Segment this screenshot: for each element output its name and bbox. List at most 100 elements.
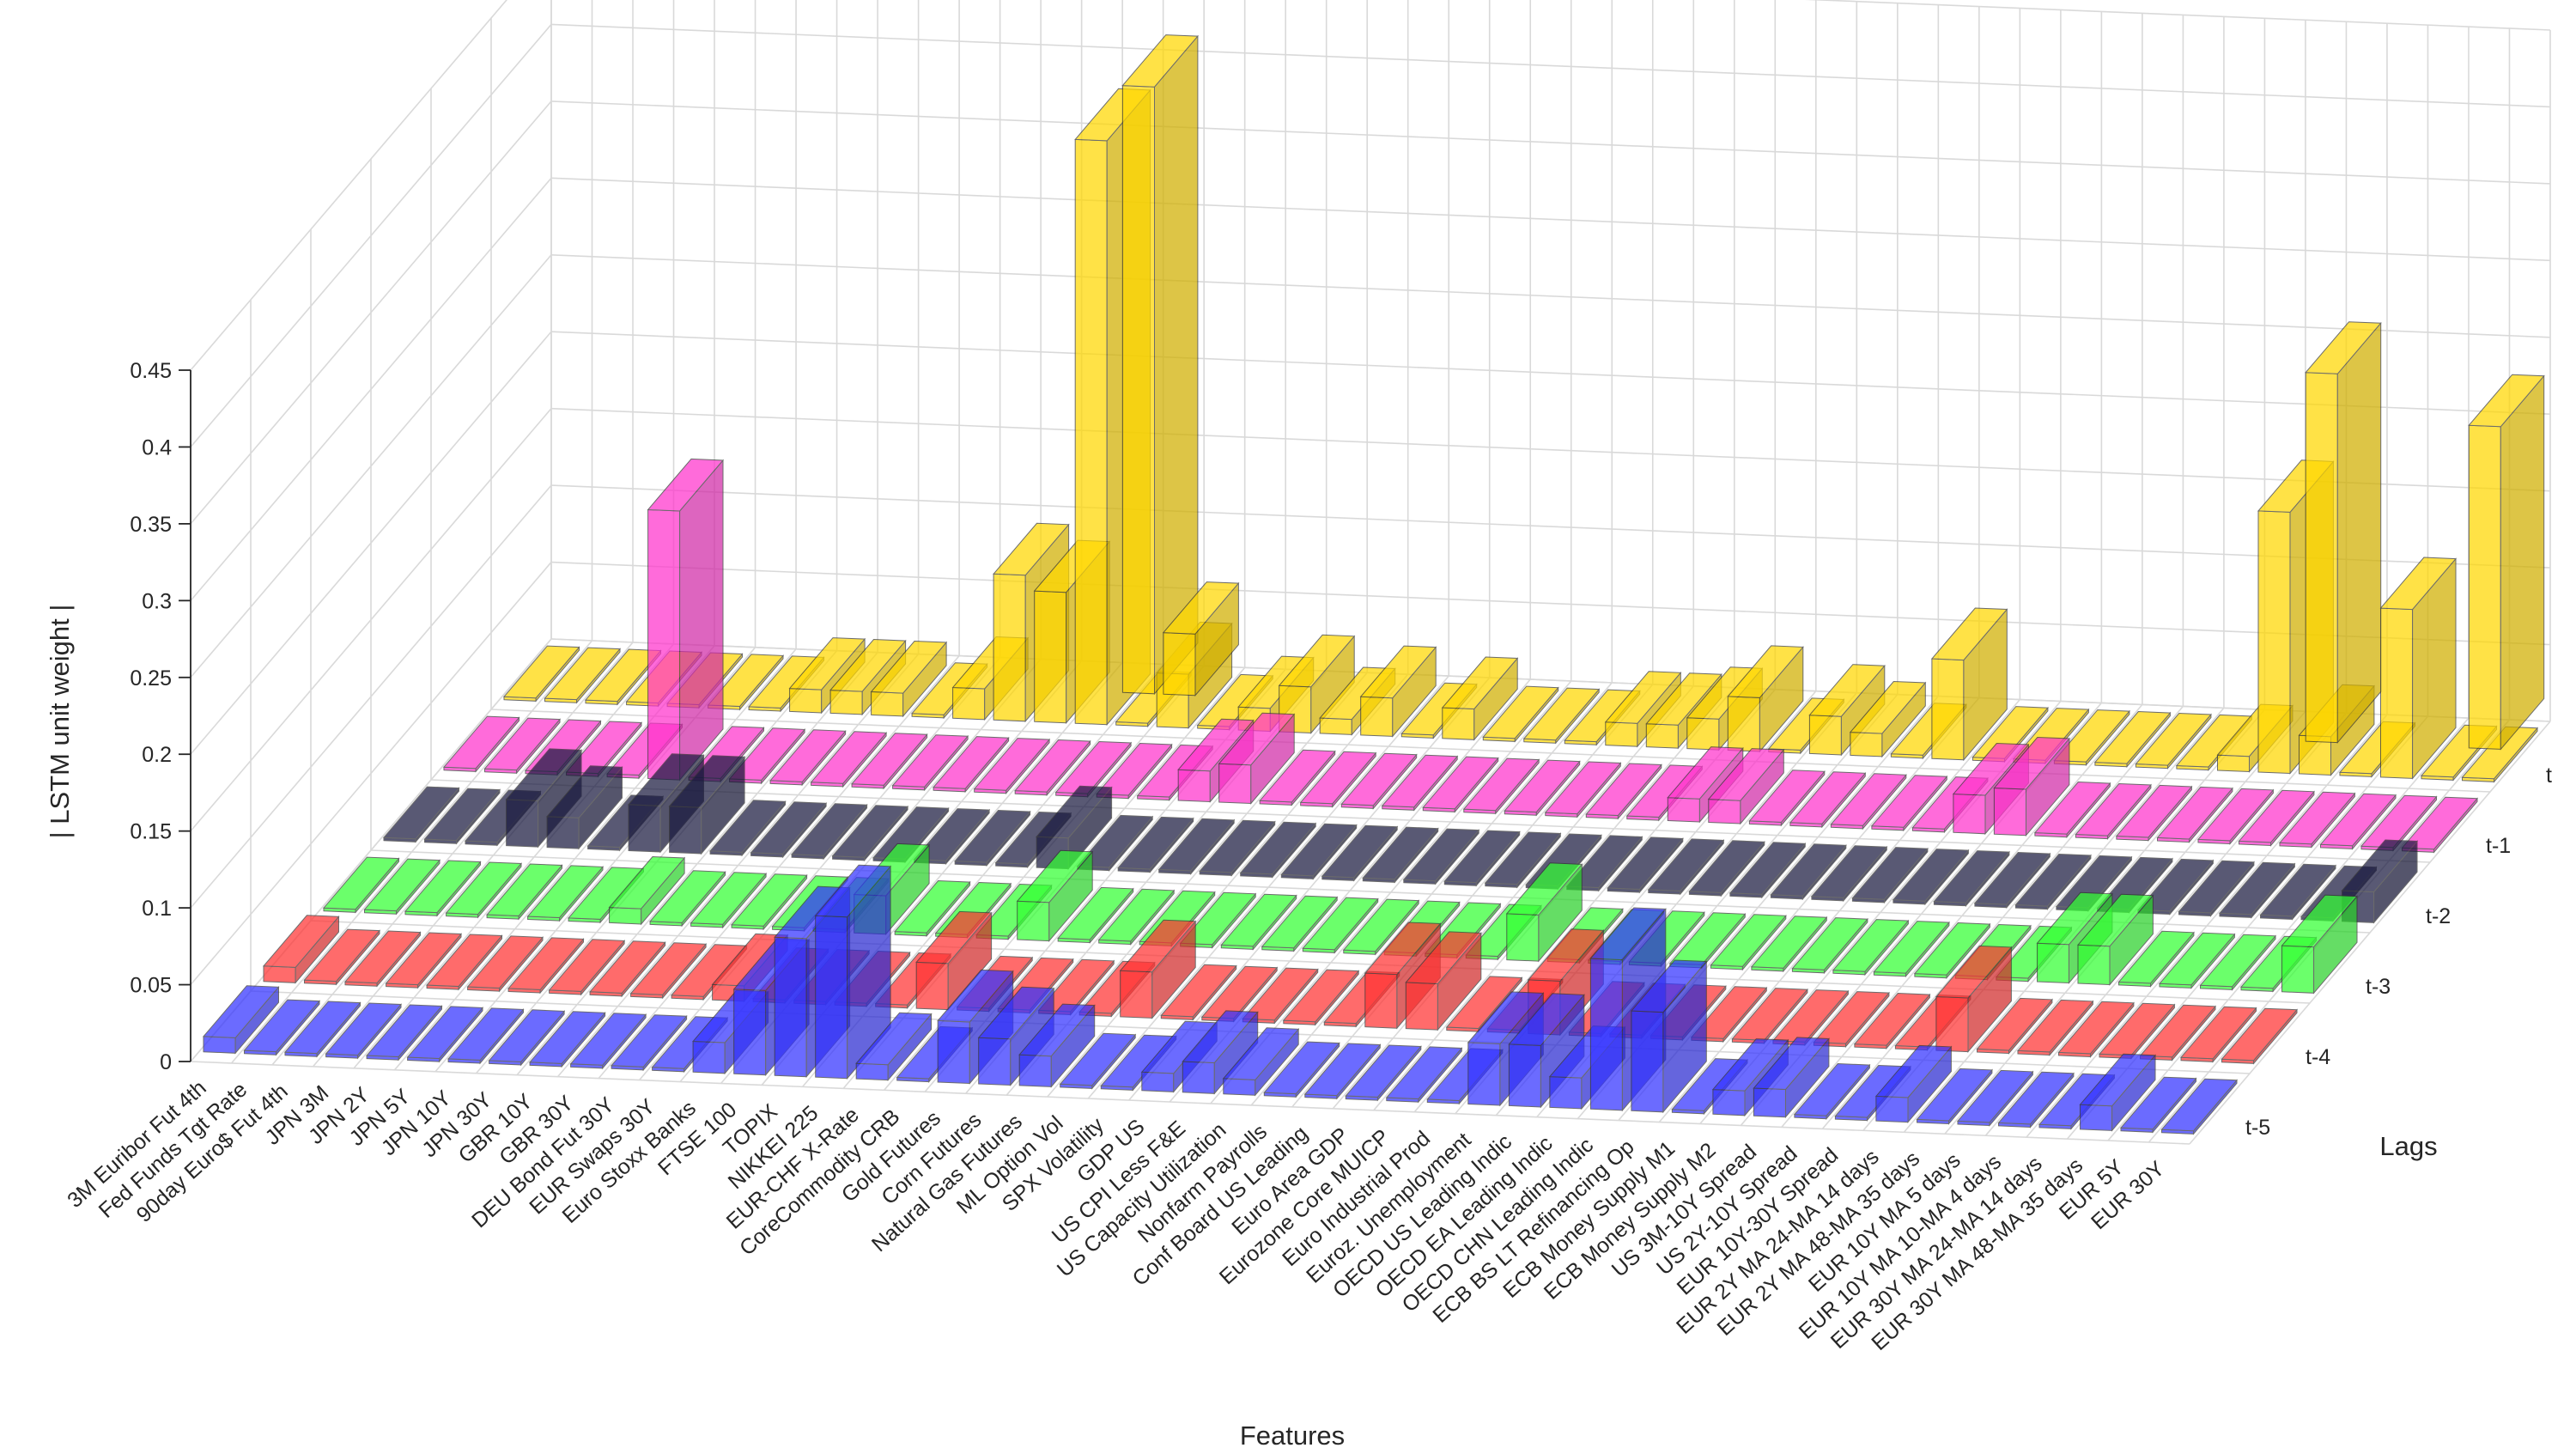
bar-t-5-3	[325, 1002, 403, 1060]
z-tick-label: 0.3	[142, 589, 172, 613]
bar-t-1-0	[442, 715, 520, 773]
z-tick-label: 0.1	[142, 897, 172, 921]
bar-t-2-8	[709, 800, 787, 857]
bar-t-5-38	[1753, 1037, 1830, 1119]
z-tick-label: 0.05	[130, 974, 172, 998]
bar-t-5-42	[1916, 1068, 1993, 1125]
bar-t-3-36	[1791, 917, 1868, 975]
bar-t-5-9	[569, 1013, 647, 1070]
bar-t-5-24	[1182, 1010, 1259, 1095]
bar-t-1-23	[1381, 754, 1459, 812]
bar-t-3-0	[322, 856, 400, 914]
bar-t-5-41	[1874, 1044, 1953, 1123]
bar-t-5-29	[1385, 1046, 1463, 1104]
bar-t-5-1	[243, 999, 321, 1056]
bar-t-4-0	[262, 915, 340, 984]
bar-t-39	[2093, 710, 2172, 769]
bar-t-3-34	[1710, 914, 1787, 971]
bar-t-2-22	[1280, 823, 1358, 880]
grid-line-back	[550, 331, 2551, 416]
bar-t-1-20	[1259, 749, 1336, 806]
bar-t-2-10	[791, 803, 868, 861]
bar-t-5-35	[1630, 959, 1708, 1114]
grid-line-floor	[370, 849, 2371, 934]
bar-t-4-8	[589, 940, 666, 998]
bar-t-5-0	[202, 985, 280, 1055]
bar-t-1-31	[1707, 748, 1785, 825]
bar-t-1-22	[1340, 752, 1418, 810]
bar-t-1-9	[810, 731, 888, 788]
bar-t-3-3	[445, 861, 523, 919]
y-tick-label: t-1	[2486, 834, 2511, 858]
bar-t-5-44	[1997, 1071, 2075, 1129]
bar-t-4-6	[507, 937, 585, 995]
bar-t-1-8	[769, 729, 847, 787]
bar-t-27	[1604, 671, 1682, 748]
bar-t-5-10	[611, 1014, 688, 1072]
bar-t-2-23	[1321, 824, 1399, 882]
x-axis-title: Features	[1240, 1421, 1345, 1450]
bar-t-2-26	[1443, 830, 1521, 887]
z-tick-label: 0.2	[142, 743, 172, 767]
bar-t-3-39	[1913, 922, 1991, 980]
bar-t-1-34	[1830, 773, 1907, 830]
z-tick-label: 0.4	[142, 435, 172, 459]
bar-t-23	[1441, 656, 1519, 741]
grid-line-back	[550, 561, 2551, 646]
bar-t-5-19	[977, 986, 1055, 1086]
bar-t-2-30	[1607, 837, 1684, 894]
bar-t-4-35	[1690, 986, 1768, 1043]
bar-t-2-39	[1973, 851, 2051, 910]
bar-t-4-28	[1405, 931, 1482, 1031]
bar-t-5-2	[283, 1001, 361, 1058]
bar-t-3-7	[608, 855, 686, 926]
bar-t-5-27	[1303, 1043, 1382, 1100]
bar-t-3-29	[1505, 862, 1583, 963]
bar-t-2-11	[831, 805, 909, 862]
z-tick-label: 0.25	[130, 666, 172, 690]
bar-t-2-18	[1117, 816, 1194, 873]
bar-t-3-14	[894, 879, 971, 938]
bar-t-1-41	[2115, 784, 2193, 842]
bar-t-1-33	[1789, 771, 1867, 829]
bar-t-1-13	[973, 738, 1051, 795]
bar-t-3-18	[1057, 886, 1134, 944]
bar-t-5-15	[814, 864, 892, 1080]
bar-t-4-25	[1282, 969, 1360, 1026]
bar-t-4-2	[343, 930, 422, 988]
bar-t-3-35	[1750, 916, 1828, 973]
bar-t-4-39	[1853, 992, 1931, 1050]
bar-t-4-23	[1200, 965, 1279, 1023]
bar-t-5-48	[2160, 1078, 2239, 1135]
y-tick-label: t-4	[2306, 1045, 2330, 1069]
bar-t-rear-43	[2305, 321, 2382, 744]
bar-t-4-4	[426, 934, 503, 991]
bar-t-1-12	[933, 736, 1010, 794]
bar-t-3-10	[731, 873, 808, 931]
bar-t-4-43	[2016, 999, 2094, 1056]
grid-line-back	[550, 484, 2551, 569]
bar-t-3-46	[2199, 934, 2277, 991]
bar-t-3-17	[1016, 849, 1094, 942]
bar-t-4-22	[1160, 964, 1237, 1021]
bar-t-2-25	[1402, 828, 1480, 885]
grid-line-back	[550, 253, 2551, 338]
bar-t-5-26	[1263, 1041, 1340, 1098]
bar-t-40	[2135, 712, 2212, 770]
bar-t-1-46	[2319, 793, 2397, 850]
grid-line-back	[550, 407, 2551, 492]
bar-t-19	[1278, 634, 1356, 734]
bar-t-1-10	[851, 733, 928, 790]
bar-t-3-22	[1220, 893, 1297, 951]
bar-t-2-46	[2259, 863, 2337, 921]
bar-t-2-44	[2178, 860, 2255, 917]
bar-t-21	[1359, 645, 1437, 738]
z-axis-title: | LSTM unit weight |	[45, 605, 75, 839]
bar-t-3-23	[1261, 895, 1339, 952]
bar-t-5-21	[1059, 1032, 1137, 1090]
z-tick-label: 0.45	[130, 359, 172, 383]
bar-t-5-25	[1222, 1027, 1300, 1097]
bar-t-2-37	[1892, 849, 1970, 906]
